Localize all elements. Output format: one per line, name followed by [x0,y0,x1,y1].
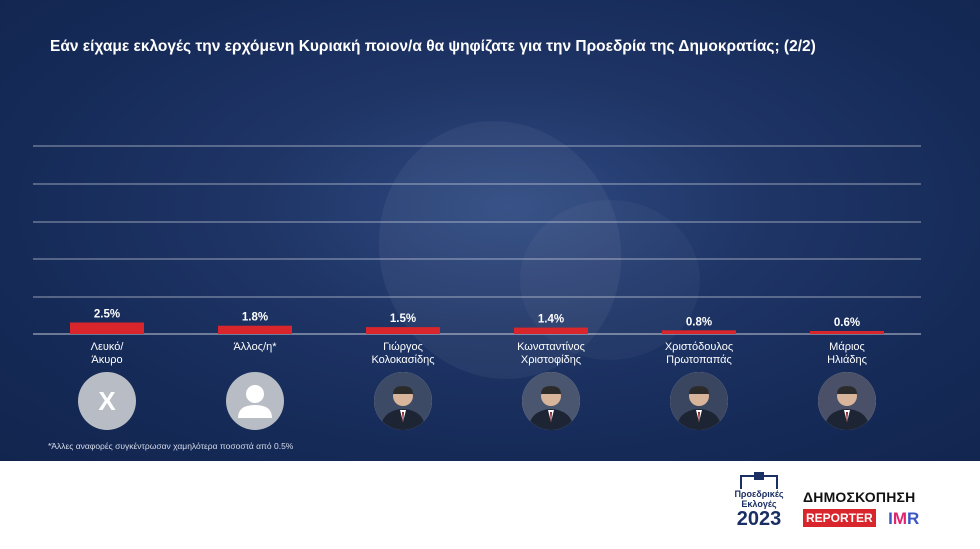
logo-year: 2023 [736,508,782,530]
candidate-photo [522,372,580,430]
category-label-line: Μάριος [829,341,865,353]
elections-logo: Προεδρικές Εκλογές 2023 [725,472,793,541]
category-label: Λευκό/Άκυρο [27,341,187,367]
bar-chart: 2.5% 1.8% 1.5% 1.4% 0.8% 0.6% [70,309,884,334]
data-label: 0.6% [834,317,860,329]
category-label: Άλλος/η* [175,341,335,354]
category-label-line: Λευκό/ [90,341,124,353]
category-label-line: Άκυρο [91,354,123,366]
data-label: 1.8% [242,312,268,324]
data-label: 1.5% [390,313,416,325]
footer: Προεδρικές Εκλογές 2023 ΔΗΜΟΣΚΟΠΗΣΗ REPO… [0,461,980,549]
bar [366,327,440,334]
poll-title: ΔΗΜΟΣΚΟΠΗΣΗ [803,489,916,505]
category-label: Κωνσταντίνος Χριστοφίδης [471,341,631,367]
category-label: Μάριος Ηλιάδης [767,341,927,367]
candidate-photo [818,372,876,430]
category-label-line: Κολοκασίδης [371,354,435,366]
data-label: 2.5% [94,309,120,321]
reporter-logo: REPORTER [803,509,876,527]
category-label-line: Πρωτοπαπάς [666,354,732,366]
svg-text:X: X [98,386,116,416]
imr-letter-m: M [892,509,908,528]
category-label-line: Άλλος/η* [233,341,277,353]
imr-letter-i: I [888,509,893,528]
chart-slide: Εάν είχαμε εκλογές την ερχόμενη Κυριακή … [0,0,980,461]
blank-vote-x-icon: X [78,372,136,430]
bar [662,330,736,334]
poll-logo: ΔΗΜΟΣΚΟΠΗΣΗ REPORTER IMR [803,489,938,529]
bar [514,327,588,334]
category-label-line: Χριστόδουλος [664,341,734,353]
logo-line2: Εκλογές [741,499,777,509]
person-silhouette-icon [226,372,284,430]
bar [810,331,884,334]
data-label: 0.8% [686,316,712,328]
category-label: Χριστόδουλος Πρωτοπαπάς [619,341,779,367]
logo-line1: Προεδρικές [734,489,784,499]
category-label-line: Χριστοφίδης [520,354,582,366]
chart-title: Εάν είχαμε εκλογές την ερχόμενη Κυριακή … [50,38,816,55]
ballot-box-icon [740,472,778,489]
candidate-photo [670,372,728,430]
bar [218,325,292,334]
category-label-line: Γιώργος [383,341,423,353]
footnote: *Άλλες αναφορές συγκέντρωσαν χαμηλότερα … [48,441,294,451]
candidate-photo [374,372,432,430]
data-label: 1.4% [538,314,564,326]
category-label-line: Κωνσταντίνος [517,341,585,353]
category-label: Γιώργος Κολοκασίδης [323,341,483,367]
bar [70,322,144,334]
category-label-line: Ηλιάδης [827,354,867,366]
imr-letter-r: R [907,509,920,528]
imr-logo: IMR [888,509,919,529]
